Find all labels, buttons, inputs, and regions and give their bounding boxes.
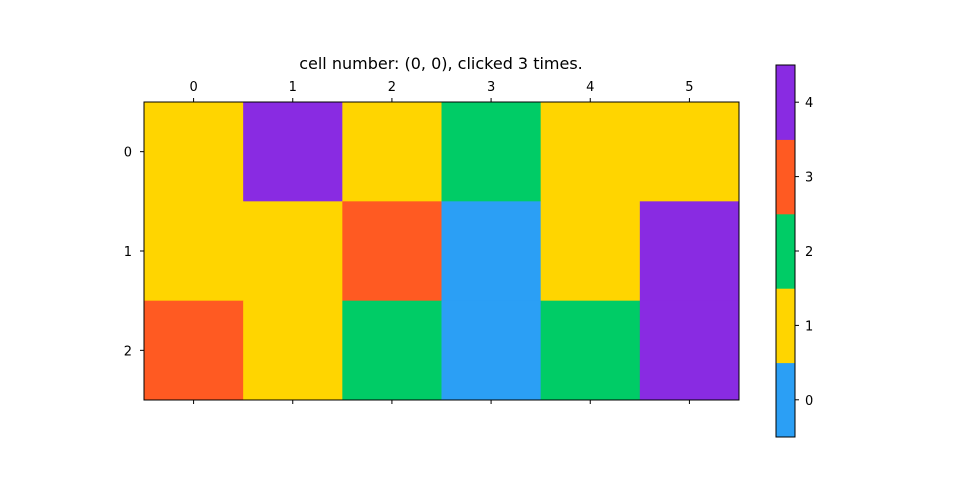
- chart-title: cell number: (0, 0), clicked 3 times.: [299, 54, 583, 73]
- heatmap-cell-0-4[interactable]: [540, 102, 641, 202]
- y-tick-label-0: 0: [124, 146, 132, 161]
- heatmap-cell-1-4[interactable]: [540, 201, 641, 302]
- heatmap-cell-2-0[interactable]: [144, 300, 244, 401]
- heatmap-cell-0-1[interactable]: [243, 102, 343, 202]
- heatmap-cell-1-2[interactable]: [342, 201, 442, 302]
- heatmap-cell-2-5[interactable]: [639, 300, 740, 401]
- y-tick-label-1: 1: [124, 245, 132, 260]
- heatmap-cell-0-3[interactable]: [441, 102, 542, 202]
- heatmap-cell-2-2[interactable]: [342, 300, 442, 401]
- colorbar-tick-label-3: 3: [805, 171, 813, 186]
- heatmap-cell-0-5[interactable]: [639, 102, 740, 202]
- x-tick-label-2: 2: [388, 80, 396, 95]
- x-tick-label-0: 0: [189, 80, 197, 95]
- x-axis-ticks: 0 1 2 3 4 5: [189, 80, 694, 404]
- x-tick-label-1: 1: [289, 80, 297, 95]
- colorbar-segment-3: [776, 139, 795, 215]
- heatmap-cell-2-1[interactable]: [243, 300, 343, 401]
- heatmap-cell-1-1[interactable]: [243, 201, 343, 302]
- colorbar-segment-4: [776, 65, 795, 140]
- heatmap-cell-1-3[interactable]: [441, 201, 542, 302]
- colorbar-segment-0: [776, 362, 795, 438]
- colorbar-tick-label-1: 1: [805, 319, 813, 334]
- x-tick-label-5: 5: [685, 80, 693, 95]
- colorbar: 0 1 2 3 4: [775, 64, 813, 438]
- colorbar-segment-1: [776, 288, 795, 364]
- heatmap-cell-2-3[interactable]: [441, 300, 542, 401]
- x-tick-label-3: 3: [487, 80, 495, 95]
- y-tick-label-2: 2: [124, 344, 132, 359]
- heatmap-cell-2-4[interactable]: [540, 300, 641, 401]
- x-tick-label-4: 4: [586, 80, 594, 95]
- heatmap-cells: [144, 102, 740, 401]
- heatmap-cell-0-0[interactable]: [144, 102, 244, 202]
- colorbar-tick-label-0: 0: [805, 394, 813, 409]
- colorbar-tick-label-2: 2: [805, 245, 813, 260]
- heatmap-cell-1-0[interactable]: [144, 201, 244, 302]
- heatmap-cell-1-5[interactable]: [639, 201, 740, 302]
- colorbar-segment-2: [776, 213, 795, 289]
- heatmap-cell-0-2[interactable]: [342, 102, 442, 202]
- colorbar-tick-label-4: 4: [805, 96, 813, 111]
- y-axis-ticks: 0 1 2: [124, 146, 144, 359]
